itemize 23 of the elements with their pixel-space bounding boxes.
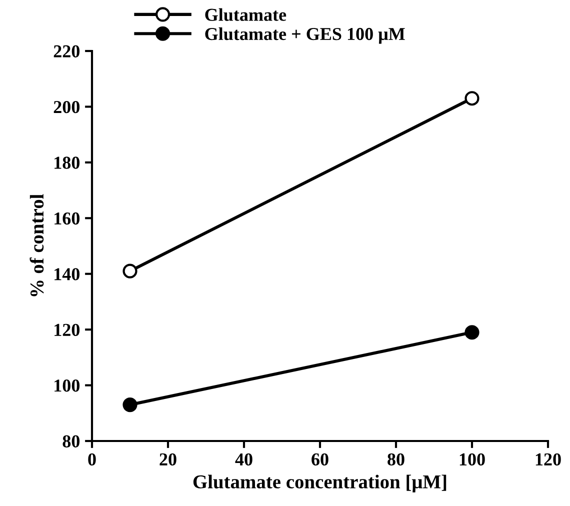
y-tick-label: 200 — [54, 100, 80, 114]
x-tick-label: 0 — [88, 453, 96, 466]
y-tick-label: 120 — [54, 324, 80, 336]
x-tick-label: 120 — [536, 453, 561, 466]
x-tick-label: 40 — [235, 453, 252, 466]
x-tick-label: 60 — [312, 453, 328, 466]
x-tick-label: 20 — [160, 453, 176, 466]
point — [464, 91, 480, 106]
x-tick-label: 100 — [460, 453, 485, 466]
x-axis-title: Glutamate concentration [μM] — [193, 474, 446, 492]
x-tick-label: 80 — [388, 453, 404, 466]
y-tick-label: 140 — [54, 268, 80, 280]
y-tick-label: 180 — [54, 156, 80, 169]
point — [122, 397, 138, 412]
y-tick-label: 100 — [54, 380, 80, 392]
point — [122, 264, 138, 278]
y-axis-title: % of control — [30, 194, 44, 296]
y-tick-label: 160 — [54, 212, 80, 225]
y-tick-label: 220 — [54, 45, 80, 58]
legend-label: Glutamate — [205, 8, 286, 21]
y-tick-label: 80 — [62, 435, 80, 448]
legend-label: Glutamate + GES 100 μM — [205, 27, 405, 44]
point — [464, 325, 480, 340]
